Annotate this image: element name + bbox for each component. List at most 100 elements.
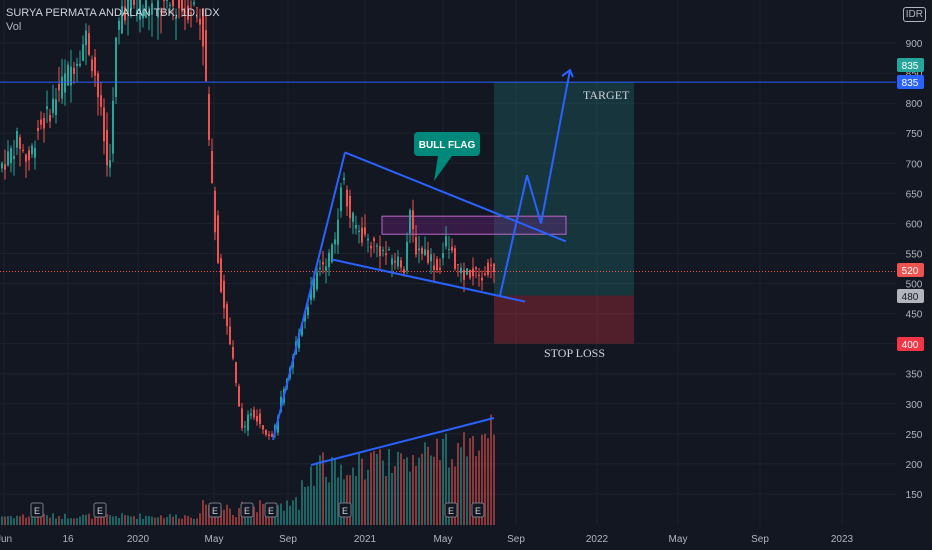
volume-bar <box>223 509 225 525</box>
candle-body <box>61 76 63 99</box>
candle-body <box>58 83 60 91</box>
candle <box>430 247 432 274</box>
volume-bar <box>445 433 447 525</box>
candle <box>445 226 447 250</box>
flag-upper-line <box>344 151 567 243</box>
candle <box>259 408 261 429</box>
candle <box>466 267 468 276</box>
volume-bar <box>178 518 180 525</box>
candle <box>163 0 165 15</box>
volume-bar <box>301 480 303 525</box>
candle-body <box>85 30 87 46</box>
candle-body <box>196 7 198 9</box>
volume-bar <box>73 518 75 525</box>
candle-body <box>259 413 261 425</box>
candles <box>1 0 495 440</box>
volume-bar <box>457 443 459 525</box>
candle-body <box>418 248 420 251</box>
volume-bar <box>463 432 465 525</box>
y-tick-label: 250 <box>906 430 923 441</box>
candle-body <box>277 416 279 433</box>
volume-bar <box>217 514 219 525</box>
candle <box>373 236 375 253</box>
candle <box>193 0 195 7</box>
candle-body <box>73 67 75 74</box>
candle <box>4 149 6 180</box>
volume-bar <box>64 513 66 525</box>
candle-body <box>421 247 423 254</box>
candle-body <box>40 119 42 125</box>
candle-body <box>415 237 417 255</box>
volume-bar <box>184 515 186 525</box>
indicator-label: Vol <box>6 21 22 33</box>
earnings-box <box>264 502 278 518</box>
candle <box>214 186 216 241</box>
candle-body <box>46 106 48 110</box>
earnings-box <box>30 502 44 518</box>
volume-bar <box>415 465 417 525</box>
x-tick-label: Sep <box>507 534 525 545</box>
candle-body <box>1 163 3 169</box>
candle-body <box>319 267 321 269</box>
candle <box>358 224 360 244</box>
volume-bar <box>256 512 258 525</box>
volume-bar <box>163 518 165 525</box>
candle-body <box>430 254 432 262</box>
candle-body <box>208 94 210 140</box>
volume-bar <box>49 517 51 525</box>
candle-body <box>475 267 477 269</box>
candle-body <box>343 177 345 180</box>
time-axis: Jun 16 2020 May Sep 2021 May Sep 2022 May Sep 2023 <box>0 525 932 550</box>
volume-bar <box>262 503 264 525</box>
candle <box>262 425 264 435</box>
candle-body <box>43 117 45 129</box>
candle-body <box>247 414 249 431</box>
volume-bar <box>172 516 174 525</box>
earnings-letter: E <box>212 506 218 516</box>
volume-bar <box>139 513 141 525</box>
candle <box>25 153 27 178</box>
volume-bar <box>424 442 426 525</box>
volume-bar <box>391 472 393 525</box>
candle-body <box>379 246 381 257</box>
candle-body <box>118 20 120 30</box>
y-tick-label: 300 <box>906 400 923 411</box>
volume-bar <box>199 513 201 525</box>
x-tick-label: 2023 <box>831 534 854 545</box>
volume-bar <box>472 435 474 525</box>
candle <box>385 240 387 265</box>
candle <box>265 429 267 437</box>
candle <box>157 0 159 40</box>
volume-bar <box>388 449 390 525</box>
volume-bar <box>142 518 144 525</box>
candle <box>208 86 210 146</box>
candle <box>241 402 243 432</box>
candle-body <box>49 115 51 122</box>
volume-bar <box>448 467 450 525</box>
candle <box>148 6 150 31</box>
volume-bar <box>487 438 489 525</box>
candle-body <box>13 156 15 159</box>
candle-body <box>331 244 333 263</box>
volume-bar <box>307 486 309 525</box>
candle-body <box>424 249 426 255</box>
candle-body <box>178 0 180 9</box>
candle-body <box>376 245 378 247</box>
earnings-letter: E <box>342 506 348 516</box>
candle-body <box>328 252 330 268</box>
volume-bar <box>79 516 81 525</box>
volume-bar <box>277 505 279 525</box>
price-badge-label: 520 <box>902 266 919 277</box>
volume-bar <box>460 447 462 525</box>
volume-bar <box>25 517 27 525</box>
volume-bar <box>88 513 90 525</box>
candle <box>13 139 15 176</box>
volume-bar <box>28 516 30 525</box>
volume-bar <box>220 510 222 525</box>
flag-lower-line <box>331 258 526 303</box>
volume-bar <box>13 518 15 525</box>
y-tick-label: 650 <box>906 189 923 200</box>
candle-body <box>460 267 462 274</box>
